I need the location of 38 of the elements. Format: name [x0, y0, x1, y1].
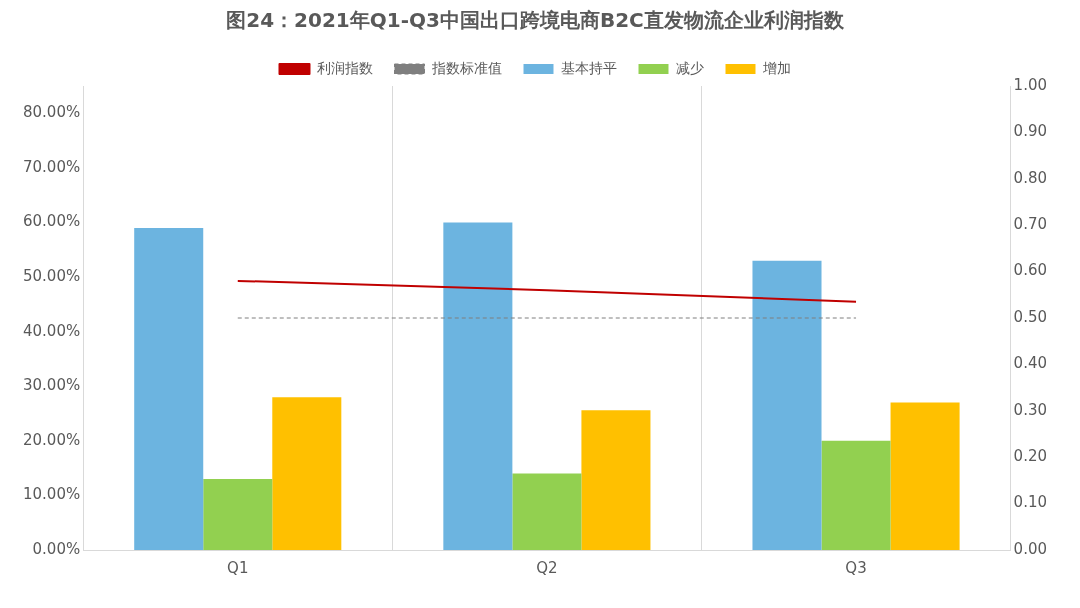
bar [512, 473, 582, 550]
legend-label: 利润指数 [316, 59, 373, 76]
y2-tick-label: 0.50 [1013, 307, 1048, 326]
y-tick-label: 70.00% [22, 157, 81, 176]
x-tick-label: Q2 [536, 558, 558, 577]
y2-tick-label: 0.30 [1013, 400, 1048, 419]
y-tick-label: 50.00% [22, 266, 81, 285]
y2-tick-label: 0.70 [1013, 215, 1048, 234]
y2-tick-label: 0.60 [1013, 261, 1048, 280]
y2-tick-label: 0.40 [1013, 354, 1048, 373]
chart-title: 图24：2021年Q1-Q3中国出口跨境电商B2C直发物流企业利润指数 [226, 8, 845, 33]
bar [890, 402, 960, 550]
y2-tick-label: 0.00 [1013, 539, 1048, 558]
y2-tick-label: 1.00 [1013, 75, 1048, 94]
bar [272, 397, 342, 550]
x-tick-label: Q1 [227, 558, 249, 577]
y-tick-label: 20.00% [22, 430, 81, 449]
legend-label: 减少 [675, 59, 704, 76]
y-tick-label: 30.00% [22, 376, 81, 395]
bar [134, 227, 204, 550]
y2-tick-label: 0.80 [1013, 168, 1048, 187]
bar [203, 479, 273, 550]
bar [581, 410, 651, 550]
y-tick-label: 0.00% [32, 539, 81, 558]
bar [821, 440, 891, 550]
bar [443, 222, 513, 550]
x-tick-label: Q3 [845, 558, 867, 577]
y-tick-label: 60.00% [22, 212, 81, 231]
bar [752, 260, 822, 550]
y2-tick-label: 0.10 [1013, 493, 1048, 512]
y-tick-label: 10.00% [22, 485, 81, 504]
y2-tick-label: 0.90 [1013, 122, 1048, 141]
legend-label: 增加 [761, 59, 791, 76]
y-tick-label: 80.00% [22, 103, 81, 122]
legend-label: 指数标准值 [430, 59, 502, 76]
y2-tick-label: 0.20 [1013, 447, 1048, 466]
y-tick-label: 40.00% [22, 321, 81, 340]
legend-label: 基本持平 [560, 59, 617, 76]
